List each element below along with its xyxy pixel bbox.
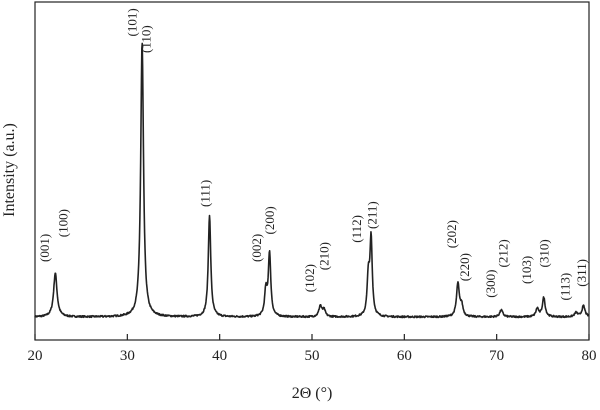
peak-label: (300) [483, 270, 498, 298]
peak-label: (202) [444, 220, 459, 248]
x-tick-label: 80 [582, 348, 597, 364]
peak-label: (102) [302, 264, 317, 292]
peak-label: (002) [249, 234, 264, 262]
y-axis-title: Intensity (a.u.) [1, 123, 18, 217]
peak-label: (200) [262, 206, 277, 234]
peak-label: (220) [457, 253, 472, 281]
x-axis: 20 30 40 50 60 70 80 [28, 334, 597, 364]
series-line [34, 42, 590, 319]
x-tick-label: 70 [489, 348, 504, 364]
x-tick-label: 40 [212, 348, 227, 364]
peak-label: (310) [536, 239, 551, 267]
peak-label: (111) [198, 180, 213, 207]
peak-label: (103) [519, 256, 534, 284]
x-tick-label: 60 [397, 348, 412, 364]
x-tick-label: 30 [120, 348, 135, 364]
peak-label: (112) [349, 215, 364, 243]
x-tick-label: 50 [305, 348, 320, 364]
peak-label: (100) [55, 209, 70, 237]
peak-label: (101) [125, 8, 140, 36]
peak-label: (210) [317, 242, 332, 270]
peak-annotations: (001)(100) (101)(110) (111) (002)(200) (102)… [37, 8, 589, 300]
peak-label: (311) [574, 259, 589, 287]
x-axis-title: 2Θ (°) [292, 385, 333, 402]
peak-label: (110) [138, 25, 153, 53]
peak-label: (001) [37, 234, 52, 262]
peak-label: (211) [365, 201, 380, 229]
peak-label: (113) [558, 273, 573, 301]
peak-label: (212) [496, 239, 511, 267]
x-tick-label: 20 [28, 348, 43, 364]
